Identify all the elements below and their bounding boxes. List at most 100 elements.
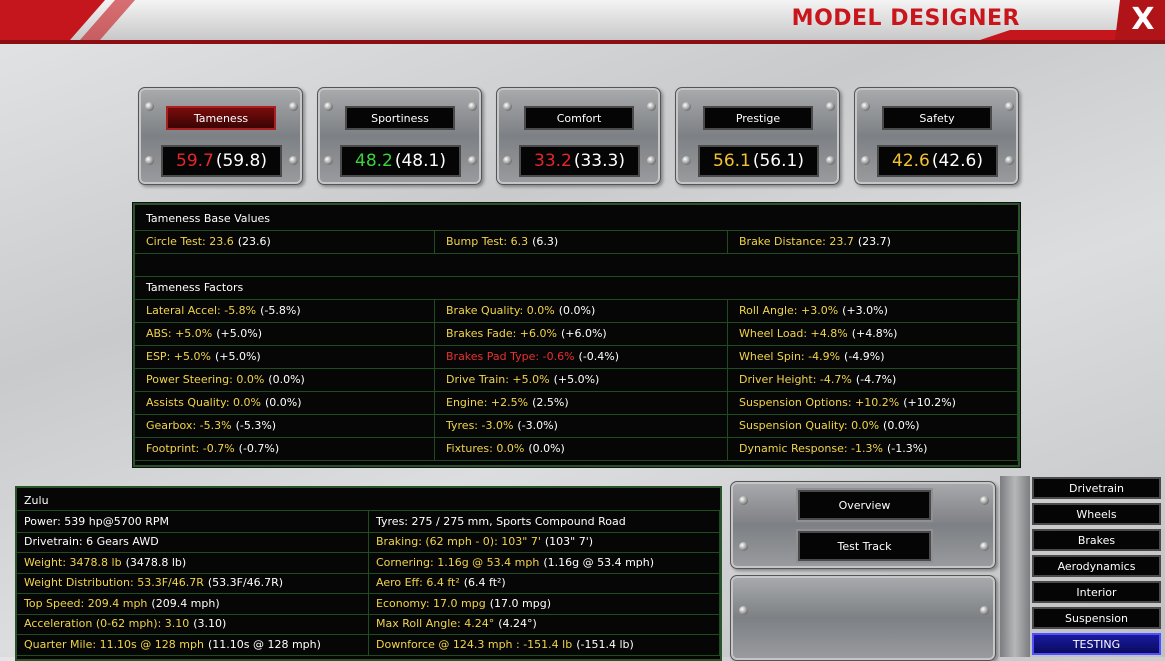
cell-previous: (-1.3%) [886,442,928,455]
bolt [324,156,333,165]
cell-text: Fixtures: 0.0% [446,442,525,455]
side-tab[interactable]: Interior [1032,581,1161,603]
section-header: Tameness Base Values [135,207,1018,231]
cell-previous: (+5.0%) [553,373,600,386]
cell-text: ESP: +5.0% [146,350,211,363]
cell-text: Brakes Fade: +6.0% [446,327,557,340]
cell-previous: (209.4 mph) [151,596,220,610]
bolt [682,156,691,165]
factor-cell: ESP: +5.0% (+5.0%) [135,345,435,368]
section-title: Tameness Base Values [146,212,271,225]
factor-cell: Gearbox: -5.3% (-5.3%) [135,414,435,437]
factor-cell: Wheel Spin: -4.9% (-4.9%) [728,345,1018,368]
cell-text: Footprint: -0.7% [146,442,235,455]
cell-text: Power: 539 hp@5700 RPM [24,514,169,528]
factor-cell: Power Steering: 0.0% (0.0%) [135,368,435,391]
action-button[interactable]: Overview [798,490,931,520]
rating-previous: (56.1) [752,151,804,171]
factor-row: ESP: +5.0% (+5.0%) Brakes Pad Type: -0.6%(… [135,345,1018,369]
factor-cell: Suspension Quality: 0.0% (0.0%) [728,414,1018,437]
bolt [980,496,989,505]
car-cell: Downforce @ 124.3 mph : -151.4 lb (-151.4… [369,634,720,655]
bolt [289,102,298,111]
spacer-row [135,253,1018,277]
cell-text: Downforce @ 124.3 mph : -151.4 lb [376,637,573,651]
bolt [682,102,691,111]
cell-previous: (-0.4%) [578,350,620,363]
rating-value-box: 42.6 (42.6) [877,145,998,177]
cell-text: Lateral Accel: -5.8% [146,304,257,317]
car-row: Acceleration (0-62 mph): 3.10 (3.10) Max R… [17,613,720,635]
action-button[interactable]: Test Track [798,531,931,561]
side-tab[interactable]: Brakes [1032,529,1161,551]
car-cell: Max Roll Angle: 4.24° (4.24°) [369,613,720,634]
cell-previous: (+6.0%) [560,327,607,340]
factor-row: Assists Quality: 0.0% (0.0%) Engine: +2.5%… [135,391,1018,415]
rating-value: 56.1 [713,151,751,171]
cell-previous: (6.3) [532,235,559,248]
cell-previous: (0.0%) [883,419,920,432]
factor-cell: Tyres: -3.0% (-3.0%) [435,414,728,437]
cell-text: Top Speed: 209.4 mph [24,596,148,610]
bolt [861,102,870,111]
cell-text: Brake Quality: 0.0% [446,304,555,317]
action-panel: Overview Test Track [730,481,996,569]
side-tab[interactable]: Wheels [1032,503,1161,525]
rating-label: Safety [882,106,992,130]
side-tab[interactable]: Aerodynamics [1032,555,1161,577]
bolt [739,542,748,551]
rating-panel: Tameness 59.7 (59.8) [138,87,303,185]
cell-text: Acceleration (0-62 mph): 3.10 [24,617,190,631]
close-button[interactable]: X [1131,2,1155,37]
bolt [1005,156,1014,165]
blank-panel [730,575,996,661]
cell-text: Tyres: 275 / 275 mm, Sports Compound Roa… [376,514,626,528]
bolt [289,156,298,165]
cell-previous: (6.4 ft²) [463,576,506,590]
car-cell: Tyres: 275 / 275 mm, Sports Compound Roa… [369,511,720,532]
bolt [647,156,656,165]
cell-previous: (0.0%) [558,304,596,317]
car-cell: Aero Eff: 6.4 ft² (6.4 ft²) [369,572,720,593]
side-tab[interactable]: Suspension [1032,607,1161,629]
tameness-table: Tameness Base Values Circle Test: 23.6 (23… [133,203,1020,467]
rating-panel: Prestige 56.1 (56.1) [675,87,840,185]
cell-previous: (+5.0%) [216,327,262,340]
car-cell: Economy: 17.0 mpg (17.0 mpg) [369,593,720,614]
rating-label: Tameness [166,106,276,130]
cell-previous: (-4.7%) [855,373,897,386]
cell-text: Weight Distribution: 53.3F/46.7R [24,576,204,590]
car-row: Drivetrain: 6 Gears AWD Braking: (62 mph … [17,531,720,553]
cell-previous: (3478.8 lb) [125,555,187,569]
cell-text: Braking: (62 mph - 0): 103" 7' [376,535,541,549]
cell-previous: (-5.3%) [235,419,277,432]
cell-text: Circle Test: 23.6 [146,235,234,248]
cell-previous: (4.24°) [498,617,537,631]
cell-previous: (-3.0%) [517,419,558,432]
cell-text: Drive Train: +5.0% [446,373,550,386]
cell-text: Bump Test: 6.3 [446,235,529,248]
screen-title: MODEL DESIGNER [791,6,1020,31]
cell-text: Wheel Load: +4.8% [739,327,848,340]
rating-previous: (33.3) [573,151,625,171]
cell-text: Weight: 3478.8 lb [24,555,122,569]
cell-text: Quarter Mile: 11.10s @ 128 mph [24,637,204,651]
rating-value: 42.6 [892,151,930,171]
car-cell: Cornering: 1.16g @ 53.4 mph (1.16g @ 53.4… [369,552,720,573]
cell-previous: (11.10s @ 128 mph) [207,637,321,651]
rating-previous: (59.8) [215,151,267,171]
bolt [980,542,989,551]
rating-value: 59.7 [176,151,214,171]
cell-text: Aero Eff: 6.4 ft² [376,576,460,590]
factor-row: Circle Test: 23.6 (23.6) Bump Test: 6.3 (6.… [135,230,1018,254]
cell-text: Drivetrain: 6 Gears AWD [24,535,159,549]
car-cell: Weight: 3478.8 lb (3478.8 lb) [17,552,369,573]
side-tab[interactable]: TESTING [1032,633,1161,655]
rating-previous: (42.6) [931,151,983,171]
cell-text: Suspension Options: +10.2% [739,396,900,409]
side-tab[interactable]: Drivetrain [1032,477,1161,499]
cell-previous: (53.3F/46.7R) [207,576,284,590]
rating-label: Prestige [703,106,813,130]
factor-cell: Brakes Pad Type: -0.6% (-0.4%) [435,345,728,368]
cell-text: Roll Angle: +3.0% [739,304,839,317]
